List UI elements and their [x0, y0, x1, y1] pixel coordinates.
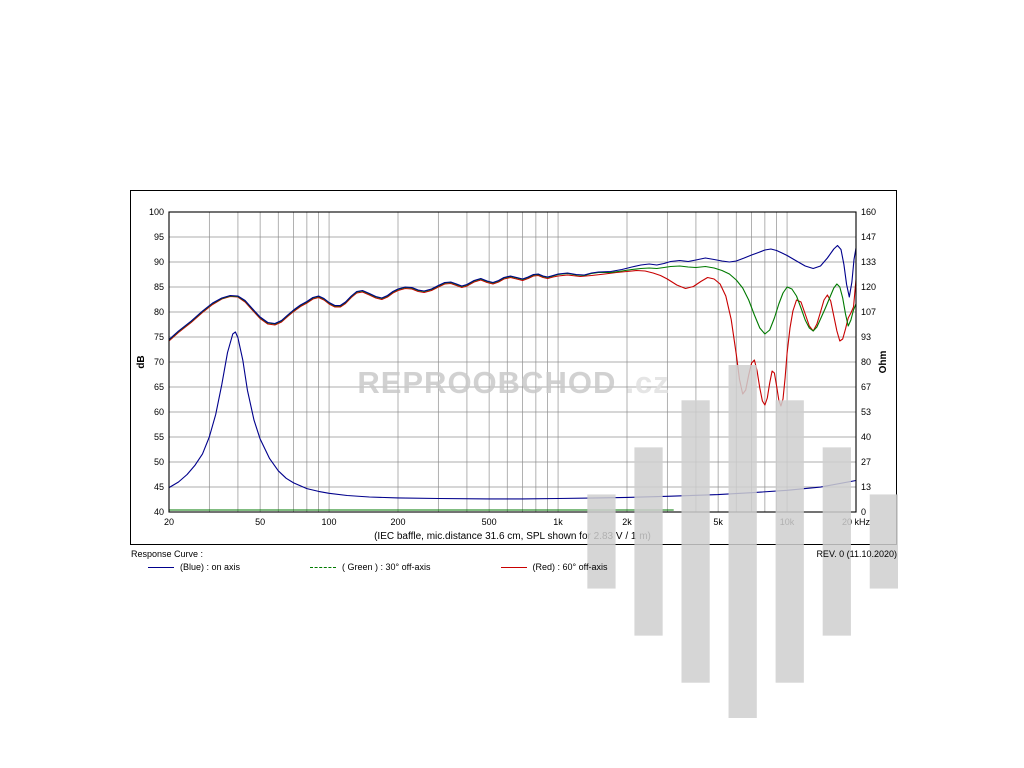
svg-text:120: 120 — [861, 282, 876, 292]
svg-text:40: 40 — [154, 507, 164, 517]
chart-caption: (IEC baffle, mic.distance 31.6 cm, SPL s… — [374, 531, 651, 542]
plot-border — [168, 211, 857, 513]
svg-text:2k: 2k — [622, 517, 632, 527]
svg-text:50: 50 — [154, 457, 164, 467]
svg-text:107: 107 — [861, 307, 876, 317]
series-spl-on-axis — [168, 244, 857, 340]
svg-text:10k: 10k — [780, 517, 795, 527]
svg-text:75: 75 — [154, 332, 164, 342]
svg-text:1k: 1k — [553, 517, 563, 527]
legend-item-red: (Red) : 60° off-axis — [500, 562, 608, 572]
response-curve-label: Response Curve : — [131, 549, 204, 559]
svg-text:13: 13 — [861, 482, 871, 492]
svg-text:40: 40 — [861, 432, 871, 442]
svg-text:70: 70 — [154, 357, 164, 367]
svg-text:160: 160 — [861, 207, 876, 217]
svg-text:100: 100 — [149, 207, 164, 217]
series-spl-60deg-off-axis — [168, 269, 857, 407]
svg-text:93: 93 — [861, 332, 871, 342]
svg-text:67: 67 — [861, 382, 871, 392]
left-axis-title: dB — [136, 355, 147, 368]
series-impedance — [168, 331, 857, 500]
svg-text:90: 90 — [154, 257, 164, 267]
right-axis-title: Ohm — [878, 351, 889, 374]
svg-text:80: 80 — [154, 307, 164, 317]
svg-text:20: 20 — [164, 517, 174, 527]
svg-text:500: 500 — [482, 517, 497, 527]
svg-text:60: 60 — [154, 407, 164, 417]
svg-text:55: 55 — [154, 432, 164, 442]
axis-labels: 40 45 50 55 60 65 70 75 80 85 90 95 100 160 147 133 120 1… — [136, 207, 889, 542]
legend-label-blue: (Blue) : on axis — [180, 562, 241, 572]
revision-label: REV. 0 (11.10.2020) — [816, 549, 897, 559]
svg-text:80: 80 — [861, 357, 871, 367]
legend-label-red: (Red) : 60° off-axis — [532, 562, 608, 572]
series-group — [168, 244, 857, 511]
svg-text:27: 27 — [861, 457, 871, 467]
svg-text:45: 45 — [154, 482, 164, 492]
series-spl-30deg-off-axis — [168, 265, 857, 341]
svg-text:133: 133 — [861, 257, 876, 267]
svg-text:100: 100 — [322, 517, 337, 527]
svg-text:200: 200 — [390, 517, 405, 527]
legend-item-blue: (Blue) : on axis — [148, 562, 240, 572]
svg-text:50: 50 — [255, 517, 265, 527]
svg-text:95: 95 — [154, 232, 164, 242]
svg-text:0: 0 — [861, 507, 866, 517]
svg-text:85: 85 — [154, 282, 164, 292]
legend-swatch-blue — [148, 566, 174, 568]
legend-swatch-green — [310, 566, 337, 568]
svg-text:20 kHz: 20 kHz — [842, 517, 871, 527]
svg-text:147: 147 — [861, 232, 876, 242]
legend-swatch-red — [500, 566, 527, 568]
legend-label-green: ( Green ) : 30° off-axis — [342, 562, 431, 572]
svg-text:5k: 5k — [713, 517, 723, 527]
chart-frame: 40 45 50 55 60 65 70 75 80 85 90 95 100 160 147 133 120 1… — [130, 190, 898, 718]
svg-text:65: 65 — [154, 382, 164, 392]
legend: (Blue) : on axis ( Green ) : 30° off-axi… — [148, 562, 607, 572]
legend-item-green: ( Green ) : 30° off-axis — [310, 562, 431, 572]
svg-text:53: 53 — [861, 407, 871, 417]
plot-svg: 40 45 50 55 60 65 70 75 80 85 90 95 100 160 147 133 120 1… — [136, 207, 889, 542]
